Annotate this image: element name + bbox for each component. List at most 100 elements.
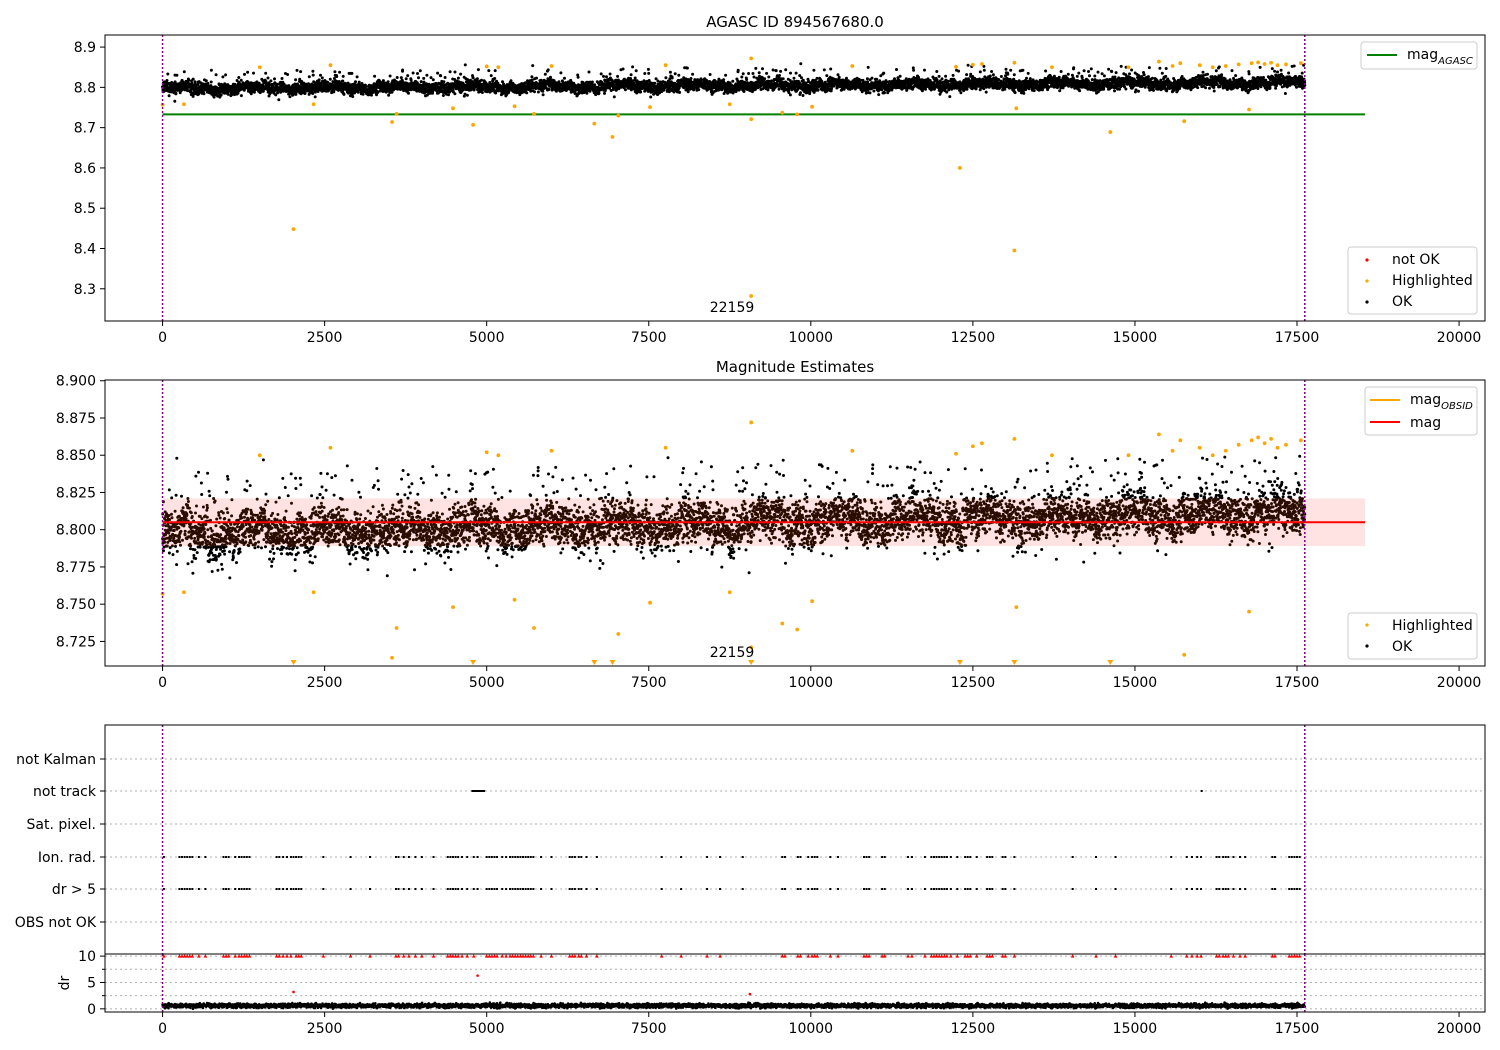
ok-point — [563, 76, 566, 80]
ok-point — [792, 76, 796, 80]
ok-point — [877, 93, 881, 97]
ok-point — [771, 68, 775, 72]
ok-point — [634, 69, 638, 73]
ok-point — [355, 75, 359, 79]
ok-point — [404, 77, 408, 81]
ok-point — [429, 76, 433, 80]
ok-point — [422, 76, 426, 80]
ok-point — [209, 80, 213, 84]
ok-point — [439, 74, 443, 78]
ok-point — [736, 68, 740, 72]
ok-point — [533, 90, 536, 94]
ok-point — [182, 70, 186, 74]
ok-point — [407, 91, 410, 95]
ok-point — [246, 70, 250, 74]
ok-point — [882, 71, 886, 75]
ok-point — [777, 87, 781, 91]
ok-point — [489, 74, 493, 78]
ok-point — [742, 90, 746, 93]
ok-point — [865, 77, 869, 81]
ok-point — [471, 76, 475, 80]
ok-point — [685, 66, 689, 70]
ok-point — [940, 77, 944, 81]
ok-point — [751, 72, 755, 75]
ok-point — [237, 76, 241, 79]
ok-point — [546, 68, 550, 72]
ok-point — [822, 68, 826, 72]
ok-point — [320, 76, 324, 80]
ok-point — [441, 94, 445, 97]
ok-point — [539, 78, 543, 82]
ok-point — [825, 74, 829, 78]
ok-point — [966, 63, 970, 67]
ok-point — [431, 78, 435, 82]
ok-point — [264, 71, 268, 75]
ok-point — [547, 88, 551, 91]
ok-point — [431, 90, 435, 93]
ok-point — [341, 74, 345, 78]
ok-point — [593, 83, 597, 87]
ok-point — [549, 75, 552, 79]
ok-point — [456, 76, 460, 80]
ok-point — [747, 72, 751, 75]
ok-point — [311, 69, 315, 73]
ok-point — [745, 78, 749, 82]
ok-point — [525, 91, 529, 95]
ok-point — [870, 76, 874, 80]
ok-point — [697, 88, 701, 92]
ok-point — [724, 73, 728, 77]
ok-point — [631, 65, 635, 69]
ok-point — [670, 76, 674, 80]
ok-point — [174, 92, 178, 96]
ok-point — [266, 76, 270, 80]
ok-point — [364, 85, 368, 89]
ok-point — [406, 74, 410, 78]
ok-point — [252, 71, 255, 75]
ok-point — [691, 72, 695, 76]
ok-point — [957, 69, 961, 73]
ok-point — [754, 66, 758, 70]
ok-point — [361, 92, 365, 96]
ok-point — [448, 70, 452, 74]
ok-point — [465, 93, 469, 97]
ok-point — [815, 76, 819, 80]
ok-point — [774, 69, 778, 73]
ok-point — [740, 75, 744, 79]
ok-point — [196, 83, 200, 87]
ok-point — [965, 73, 969, 77]
ok-point — [799, 62, 803, 66]
ok-point — [752, 75, 756, 79]
ok-point — [419, 80, 423, 84]
ok-point — [765, 71, 769, 75]
ok-point — [411, 71, 415, 75]
ok-point — [788, 93, 792, 97]
ok-point — [288, 95, 292, 99]
chart-title: AGASC ID 894567680.0 — [706, 13, 884, 31]
ok-point — [784, 68, 788, 72]
ok-point — [602, 74, 605, 78]
ok-point — [442, 80, 446, 84]
ok-point — [866, 80, 870, 84]
ok-point — [313, 95, 317, 99]
ok-point — [475, 77, 479, 81]
ok-point — [761, 67, 764, 71]
ok-point — [603, 91, 606, 95]
ok-point — [686, 90, 690, 94]
ok-point — [273, 77, 276, 81]
ok-point — [689, 77, 693, 80]
ok-point — [664, 76, 668, 80]
ok-point — [923, 68, 926, 72]
ok-point — [599, 72, 603, 76]
ok-point — [425, 73, 429, 77]
ok-point — [333, 70, 337, 74]
ok-point — [699, 78, 703, 82]
ok-point — [959, 91, 963, 95]
ok-point — [239, 78, 243, 82]
ok-point — [974, 87, 978, 91]
ok-point — [167, 94, 171, 98]
ok-point — [224, 73, 228, 77]
ok-point — [557, 80, 561, 84]
ok-point — [417, 76, 420, 80]
ok-point — [191, 77, 195, 81]
